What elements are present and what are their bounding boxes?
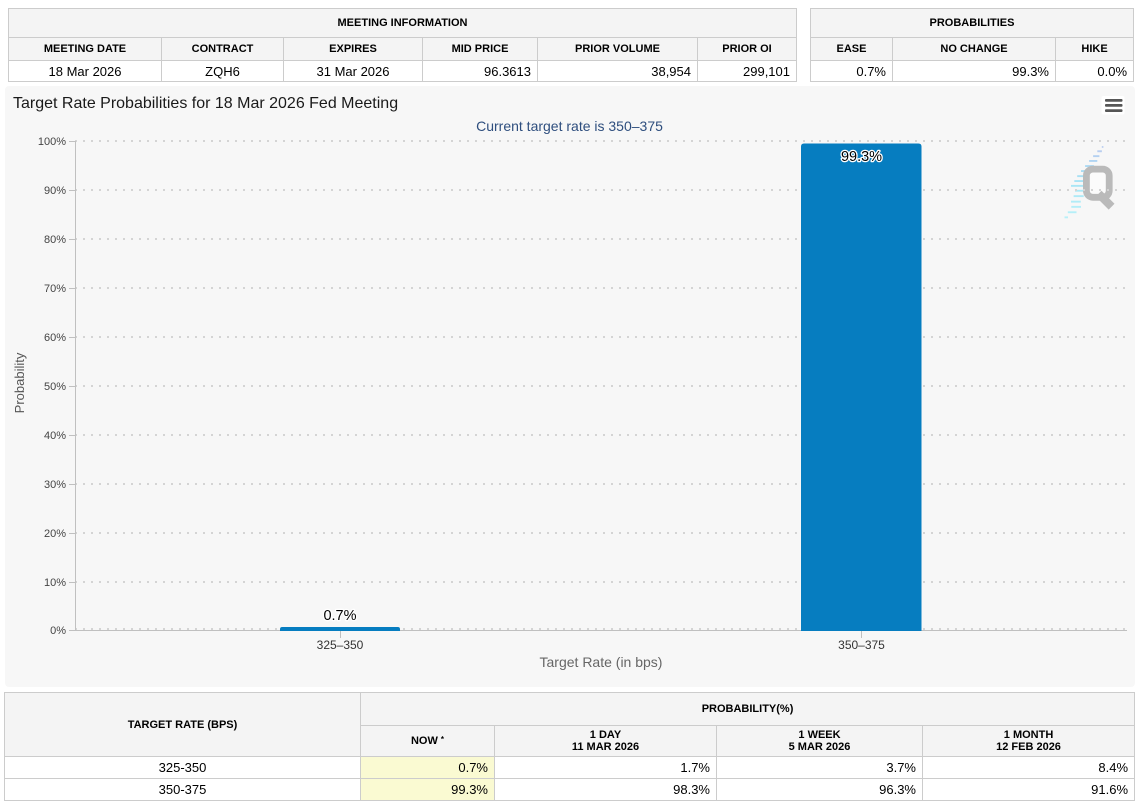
svg-text:0.7%: 0.7%	[323, 608, 356, 624]
svg-text:0%: 0%	[50, 625, 66, 637]
svg-text:Current target rate is 350–375: Current target rate is 350–375	[476, 118, 663, 134]
svg-text:325–350: 325–350	[317, 638, 364, 652]
svg-text:30%: 30%	[44, 479, 66, 491]
svg-text:10%: 10%	[44, 577, 66, 589]
svg-text:40%: 40%	[44, 430, 66, 442]
svg-text:60%: 60%	[44, 332, 66, 344]
svg-text:20%: 20%	[44, 528, 66, 540]
svg-text:90%: 90%	[44, 185, 66, 197]
svg-text:Target Rate (in bps): Target Rate (in bps)	[540, 654, 663, 670]
svg-text:350–375: 350–375	[838, 638, 885, 652]
svg-text:50%: 50%	[44, 381, 66, 393]
svg-text:Probability: Probability	[12, 352, 27, 413]
svg-text:70%: 70%	[44, 283, 66, 295]
svg-text:Target Rate Probabilities for: Target Rate Probabilities for 18 Mar 202…	[13, 95, 398, 112]
svg-text:80%: 80%	[44, 234, 66, 246]
svg-text:99.3%: 99.3%	[841, 149, 882, 165]
svg-text:100%: 100%	[38, 136, 66, 148]
